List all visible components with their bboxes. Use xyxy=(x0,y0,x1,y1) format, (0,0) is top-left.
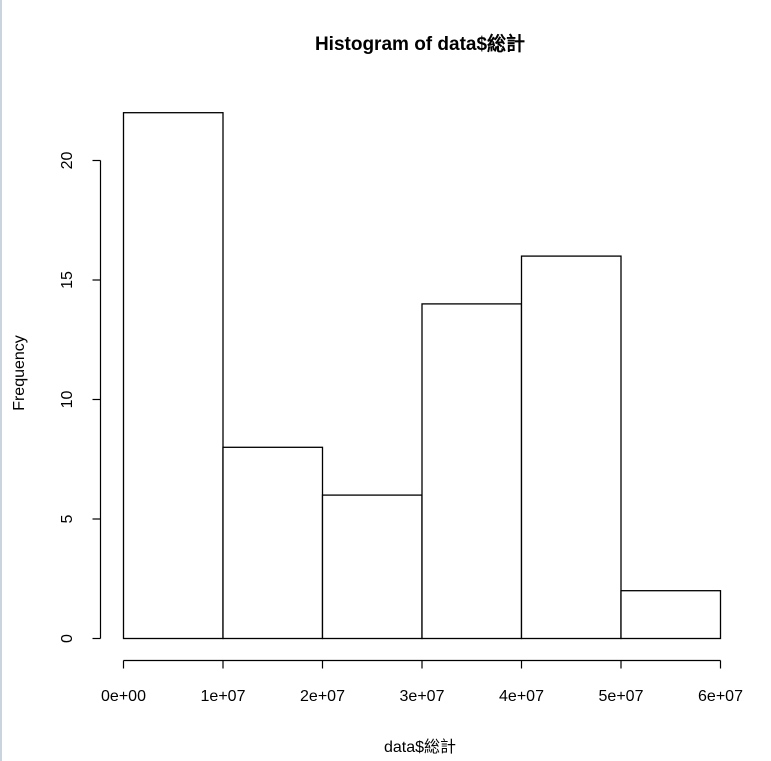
x-tick-label: 1e+07 xyxy=(201,688,246,705)
histogram-bar-2 xyxy=(222,446,324,640)
y-tick-label: 15 xyxy=(59,271,76,289)
bars-group xyxy=(122,112,722,640)
x-tick-label: 0e+00 xyxy=(101,688,146,705)
y-tick-label: 5 xyxy=(59,514,76,523)
x-tick-label: 3e+07 xyxy=(400,688,445,705)
x-tick-label: 6e+07 xyxy=(698,688,743,705)
x-axis-label: data$総計 xyxy=(384,738,456,756)
y-axis: 0 5 10 15 20 xyxy=(59,152,102,643)
histogram-bar-3 xyxy=(321,494,423,640)
y-tick-label: 10 xyxy=(59,391,76,409)
histogram-bar-5 xyxy=(520,255,622,640)
histogram-bar-6 xyxy=(620,590,722,640)
histogram-bar-4 xyxy=(421,303,523,640)
window-left-border xyxy=(0,0,2,761)
x-tick-label: 5e+07 xyxy=(599,688,644,705)
histogram-bar-1 xyxy=(122,112,224,640)
chart-title: Histogram of data$総計 xyxy=(315,32,525,55)
y-axis-label: Frequency xyxy=(11,335,28,411)
y-tick-label: 0 xyxy=(59,634,76,643)
x-axis: 0e+00 1e+07 2e+07 3e+07 4e+07 5e+07 6e+07 xyxy=(101,659,743,705)
x-tick-label: 4e+07 xyxy=(499,688,544,705)
y-tick-label: 20 xyxy=(59,152,76,170)
x-tick-label: 2e+07 xyxy=(300,688,345,705)
